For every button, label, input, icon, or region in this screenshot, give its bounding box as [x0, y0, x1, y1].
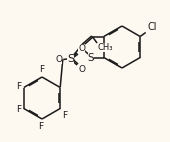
- Text: F: F: [39, 65, 45, 74]
- Text: S: S: [67, 54, 74, 63]
- Text: O: O: [78, 44, 85, 53]
- Text: F: F: [38, 122, 44, 131]
- Text: F: F: [62, 111, 67, 120]
- Text: S: S: [88, 53, 94, 63]
- Text: F: F: [16, 105, 21, 114]
- Text: F: F: [16, 82, 21, 91]
- Text: Cl: Cl: [147, 22, 157, 32]
- Text: O: O: [78, 65, 85, 74]
- Text: O: O: [55, 55, 62, 64]
- Text: CH₃: CH₃: [98, 43, 113, 52]
